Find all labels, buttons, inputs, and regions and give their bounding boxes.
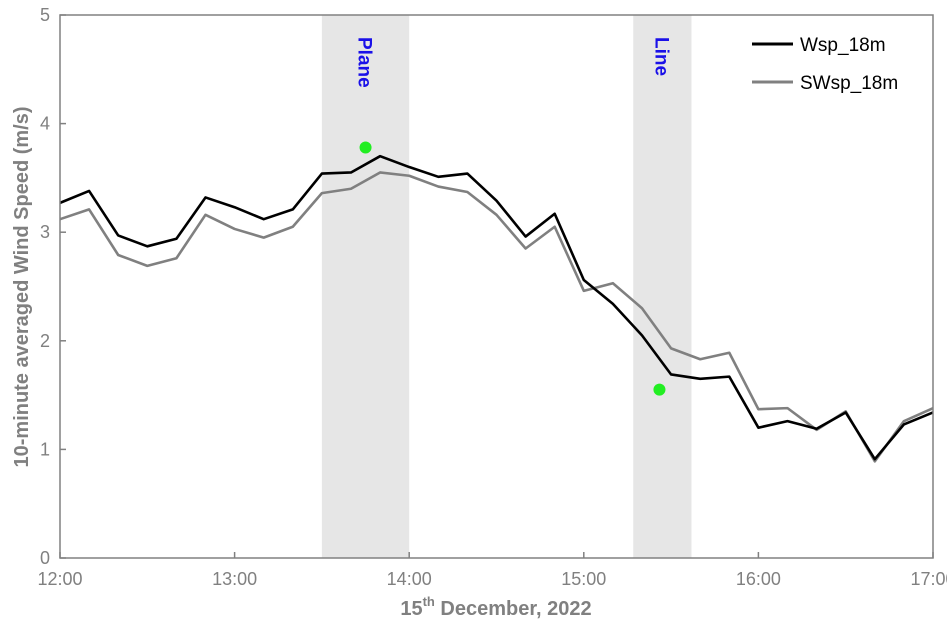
x-axis-title-day: 15 [400,598,422,620]
x-axis-title-suffix: th [423,594,435,609]
marker-points [359,141,666,396]
x-tick-label: 17:00 [910,569,947,589]
series-line-swsp-18m [59,171,934,463]
y-tick-label: 3 [40,222,50,242]
y-tick-label: 0 [40,548,50,568]
legend: Wsp_18m SWsp_18m [752,35,898,94]
band-labels: Plane Line [354,37,672,88]
band-label-plane: Plane [354,37,375,88]
marker-point-2 [653,383,666,396]
y-tick-label: 5 [40,5,50,25]
band-label-line: Line [650,37,671,76]
axis-ticks: 12:00 13:00 14:00 15:00 16:00 17:00 0 1 2 3 4 5 [37,5,947,589]
plot-frame [59,14,934,559]
x-tick-label: 14:00 [387,569,432,589]
x-axis-title-rest: December, 2022 [435,598,592,620]
marker-point-1 [359,141,372,154]
y-tick-label: 4 [40,114,50,134]
x-axis-title: 15th December, 2022 [400,594,591,620]
legend-label-wsp-18m: Wsp_18m [800,35,886,56]
x-tick-label: 13:00 [212,569,257,589]
shaded-bands [321,15,692,558]
y-tick-label: 1 [40,439,50,459]
x-tick-label: 12:00 [37,569,82,589]
x-tick-label: 16:00 [736,569,781,589]
y-tick-label: 2 [40,331,50,351]
series-lines [59,154,934,463]
shaded-band-plane [321,15,410,558]
x-tick-label: 15:00 [561,569,606,589]
y-axis-title: 10-minute averaged Wind Speed (m/s) [11,106,33,467]
series-line-wsp-18m [59,154,934,461]
legend-label-swsp-18m: SWsp_18m [800,73,898,94]
shaded-band-line [633,15,692,558]
